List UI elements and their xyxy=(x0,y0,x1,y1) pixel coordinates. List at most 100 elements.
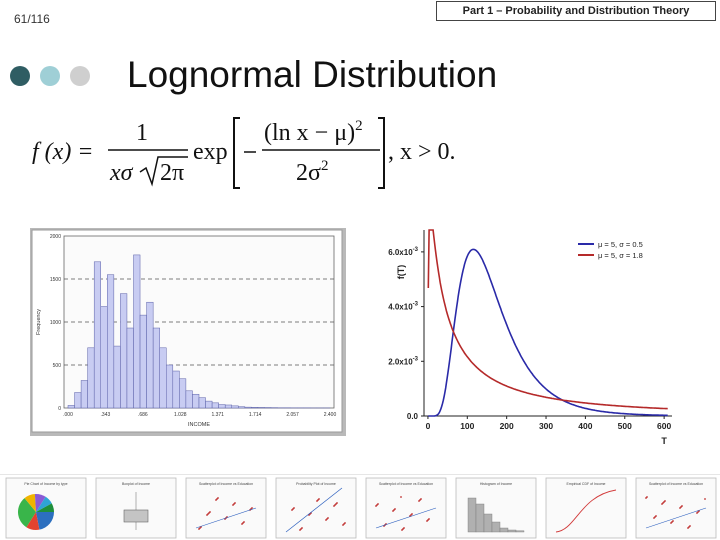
scatter-point xyxy=(653,517,655,519)
scatter-point xyxy=(291,509,293,511)
scatter-point xyxy=(679,507,681,509)
scatter-point xyxy=(342,524,344,526)
lognormal-pdf-formula: f (x) = 1 xσ 2π exp (ln x − μ)2 2σ2 , x … xyxy=(32,117,456,189)
x-tick-label: 0 xyxy=(426,421,431,431)
histogram-bar xyxy=(126,327,134,409)
histogram-bar xyxy=(74,392,82,409)
page-number: 61/116 xyxy=(14,12,50,26)
pie-slice xyxy=(34,494,46,512)
fit-line xyxy=(375,507,437,529)
histogram-bar xyxy=(139,314,147,409)
histogram-bar xyxy=(133,254,141,409)
thumbnail-title: Probability Plot of Income xyxy=(296,482,336,486)
thumb-bar xyxy=(499,527,509,533)
thumbnail-title: Empirical CDF of Income xyxy=(567,482,606,486)
scatter-point xyxy=(400,496,402,498)
histogram-bar xyxy=(218,404,226,409)
histogram-bar xyxy=(244,406,252,409)
y-axis-label: f(T) xyxy=(396,265,406,280)
x-tick-label: .686 xyxy=(138,412,148,418)
thumbnail-frame xyxy=(185,477,267,539)
thumbnail-1: Pie Chart of Income by type xyxy=(5,477,87,539)
scatter-point xyxy=(645,497,647,499)
histogram-bar xyxy=(231,405,239,409)
scatter-point xyxy=(241,523,243,525)
x-tick-label: 1.371 xyxy=(211,412,224,418)
scatter-point xyxy=(696,512,698,514)
scatter-point xyxy=(333,505,335,507)
income-histogram: 0 500 1000 1500 2000 .000 .343 .686 1.028 1.371 1.… xyxy=(30,228,346,436)
x-tick-label: 1.028 xyxy=(174,412,187,418)
formula-denominator: xσ xyxy=(109,160,134,186)
pie-slice xyxy=(36,503,54,512)
x-tick-label: 100 xyxy=(460,421,474,431)
scatter-point xyxy=(316,500,318,502)
thumbnail-frame xyxy=(365,477,447,539)
y-tick-label: 1500 xyxy=(50,277,61,283)
thumb-bar xyxy=(507,529,517,533)
histogram-bar xyxy=(224,404,232,409)
histogram-bar xyxy=(211,402,219,409)
histogram-bar xyxy=(146,301,154,409)
thumbnail-3: Scatterplot of Income vs Education xyxy=(185,477,267,539)
histogram-bar xyxy=(107,274,115,409)
y-tick-label: 4.0x10-3 xyxy=(388,302,418,312)
legend-label: μ = 5, σ = 1.8 xyxy=(598,251,643,260)
thumb-bar xyxy=(475,503,485,533)
right-bracket xyxy=(378,117,385,189)
histogram-bar xyxy=(113,345,121,409)
series-line-1 xyxy=(428,248,668,417)
thumbnail-title: Pie Chart of Income by type xyxy=(24,482,67,486)
thumbnail-strip: Pie Chart of Income by type Boxplot of In… xyxy=(0,474,720,540)
thumb-bar xyxy=(467,497,477,533)
section-header: Part 1 – Probability and Distribution Th… xyxy=(436,1,716,21)
series-line-2 xyxy=(427,229,668,410)
thumbnail-title: Scatterplot of Income vs Education xyxy=(379,482,433,486)
x-tick-label: 400 xyxy=(578,421,592,431)
histogram-bar xyxy=(67,405,75,409)
x-tick-label: 300 xyxy=(539,421,553,431)
scatter-point xyxy=(299,529,301,531)
x-tick-label: 200 xyxy=(500,421,514,431)
x-axis-label: INCOME xyxy=(188,422,210,428)
bullet-dot-gray xyxy=(70,66,90,86)
formula-inner-numerator: (ln x − μ)2 xyxy=(264,118,363,146)
x-tick-label: 1.714 xyxy=(249,412,262,418)
pie-slice xyxy=(24,494,36,512)
x-tick-label: .000 xyxy=(63,412,73,418)
left-bracket xyxy=(233,117,240,189)
x-tick-label: 2.400 xyxy=(324,412,337,418)
scatter-point xyxy=(198,528,200,530)
scatter-point xyxy=(325,519,327,521)
formula-domain: , x > 0. xyxy=(388,139,456,165)
histogram-bar xyxy=(205,400,213,409)
slide-title: Lognormal Distribution xyxy=(127,54,498,95)
scatter-point xyxy=(206,514,208,516)
legend-label: μ = 5, σ = 0.5 xyxy=(598,240,643,249)
y-axis-label: Frequency xyxy=(36,309,42,335)
histogram-bar xyxy=(251,407,259,409)
formula-exp: exp xyxy=(193,139,228,165)
formula-inner-denominator: 2σ2 xyxy=(296,158,328,186)
bullet-dot-dark xyxy=(10,66,30,86)
thumbnail-frame xyxy=(635,477,717,539)
y-tick-label: 1000 xyxy=(50,320,61,326)
formula-numerator: 1 xyxy=(136,120,148,146)
y-tick-label: 2.0x10-3 xyxy=(388,356,418,366)
thumbnail-frame xyxy=(545,477,627,539)
histogram-bar xyxy=(87,347,95,409)
x-tick-label: 500 xyxy=(618,421,632,431)
x-axis-label: T xyxy=(661,436,667,446)
formula-radicand: 2π xyxy=(160,160,184,186)
x-tick-label: 600 xyxy=(657,421,671,431)
fit-line xyxy=(195,507,257,529)
thumbnail-5: Scatterplot of Income vs Education xyxy=(365,477,447,539)
thumbnail-4: Probability Plot of Income xyxy=(275,477,357,539)
x-tick-label: .343 xyxy=(101,412,111,418)
thumbnail-title: Scatterplot of Income vs Education xyxy=(199,482,253,486)
pie-slice xyxy=(36,512,54,530)
histogram-bar xyxy=(159,347,167,409)
histogram-bar xyxy=(198,397,206,409)
histogram-bar xyxy=(120,293,128,409)
histogram-bar xyxy=(80,380,88,409)
